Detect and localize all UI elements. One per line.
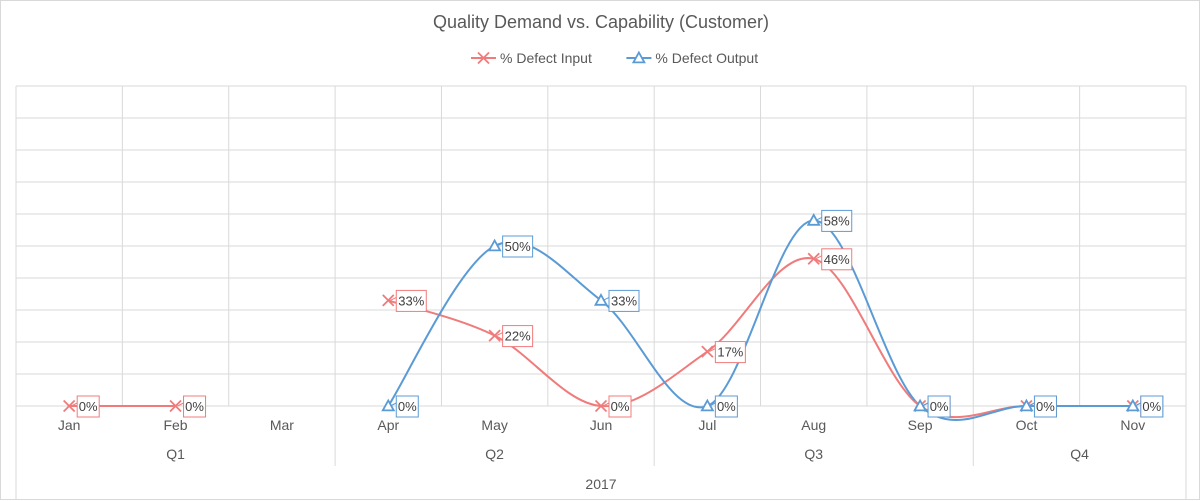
legend-label: % Defect Output [655,50,758,66]
x-tick-label: Jul [698,417,716,433]
quarter-label: Q3 [804,446,823,462]
svg-text:33%: 33% [398,293,424,308]
legend-item: % Defect Input [471,50,592,66]
quarter-label: Q4 [1070,446,1089,462]
data-label: 58% [815,209,853,232]
x-tick-label: May [481,417,507,433]
chart-title: Quality Demand vs. Capability (Customer) [433,12,769,32]
legend-label: % Defect Input [500,50,592,66]
data-label: 50% [496,235,534,258]
year-label: 2017 [585,476,616,492]
data-label: 0% [390,395,419,418]
x-tick-label: Sep [908,417,933,433]
legend-item: % Defect Output [626,50,758,66]
data-label: 0% [177,395,207,418]
legend: % Defect Input % Defect Output [471,50,758,66]
svg-text:0%: 0% [1036,399,1055,414]
quarter-label: Q2 [485,446,504,462]
data-label: 0% [70,395,100,418]
data-label: 46% [815,248,853,271]
svg-text:50%: 50% [505,239,531,254]
data-label: 17% [709,341,746,364]
svg-text:0%: 0% [930,399,949,414]
svg-text:46%: 46% [824,252,850,267]
x-tick-label: Mar [270,417,294,433]
data-point [594,399,608,413]
legend-marker [477,51,490,65]
svg-text:22%: 22% [505,329,531,344]
x-tick-label: Jan [58,417,81,433]
data-labels: 0%0%33%22%0%17%46%0%0%0%0%50%33%0%58%0%0… [70,209,1164,418]
data-label: 0% [921,395,951,418]
svg-text:17%: 17% [717,345,743,360]
data-label: 0% [1028,395,1057,418]
x-tick-label: Nov [1120,417,1145,433]
data-point [63,399,76,413]
data-label: 0% [709,395,738,418]
svg-text:0%: 0% [1142,399,1161,414]
svg-text:0%: 0% [398,399,417,414]
legend-marker [631,50,646,64]
svg-text:58%: 58% [824,213,850,228]
series-markers [63,213,1140,413]
svg-text:33%: 33% [611,293,637,308]
x-tick-label: Aug [801,417,826,433]
data-point [807,252,820,265]
data-point [701,345,714,358]
data-label: 0% [602,395,632,418]
svg-text:0%: 0% [717,399,736,414]
data-label: 0% [1134,395,1164,418]
data-point [382,294,395,307]
data-label: 33% [390,289,427,312]
data-label: 33% [602,289,640,312]
data-label: 22% [496,325,534,348]
data-point [169,399,182,413]
x-tick-label: Jun [590,417,613,433]
svg-text:0%: 0% [79,399,98,414]
svg-text:0%: 0% [185,399,204,414]
data-point [488,329,501,342]
grid [15,85,1187,407]
svg-text:0%: 0% [611,399,630,414]
x-tick-label: Feb [163,417,187,433]
x-tick-label: Oct [1016,417,1038,433]
x-axis: Jan Feb Mar Apr May Jun Jul Aug Sep Oct Nov Q1 Q2 Q3 Q… [15,406,1187,499]
quarter-label: Q1 [166,446,185,462]
x-tick-label: Apr [377,417,399,433]
